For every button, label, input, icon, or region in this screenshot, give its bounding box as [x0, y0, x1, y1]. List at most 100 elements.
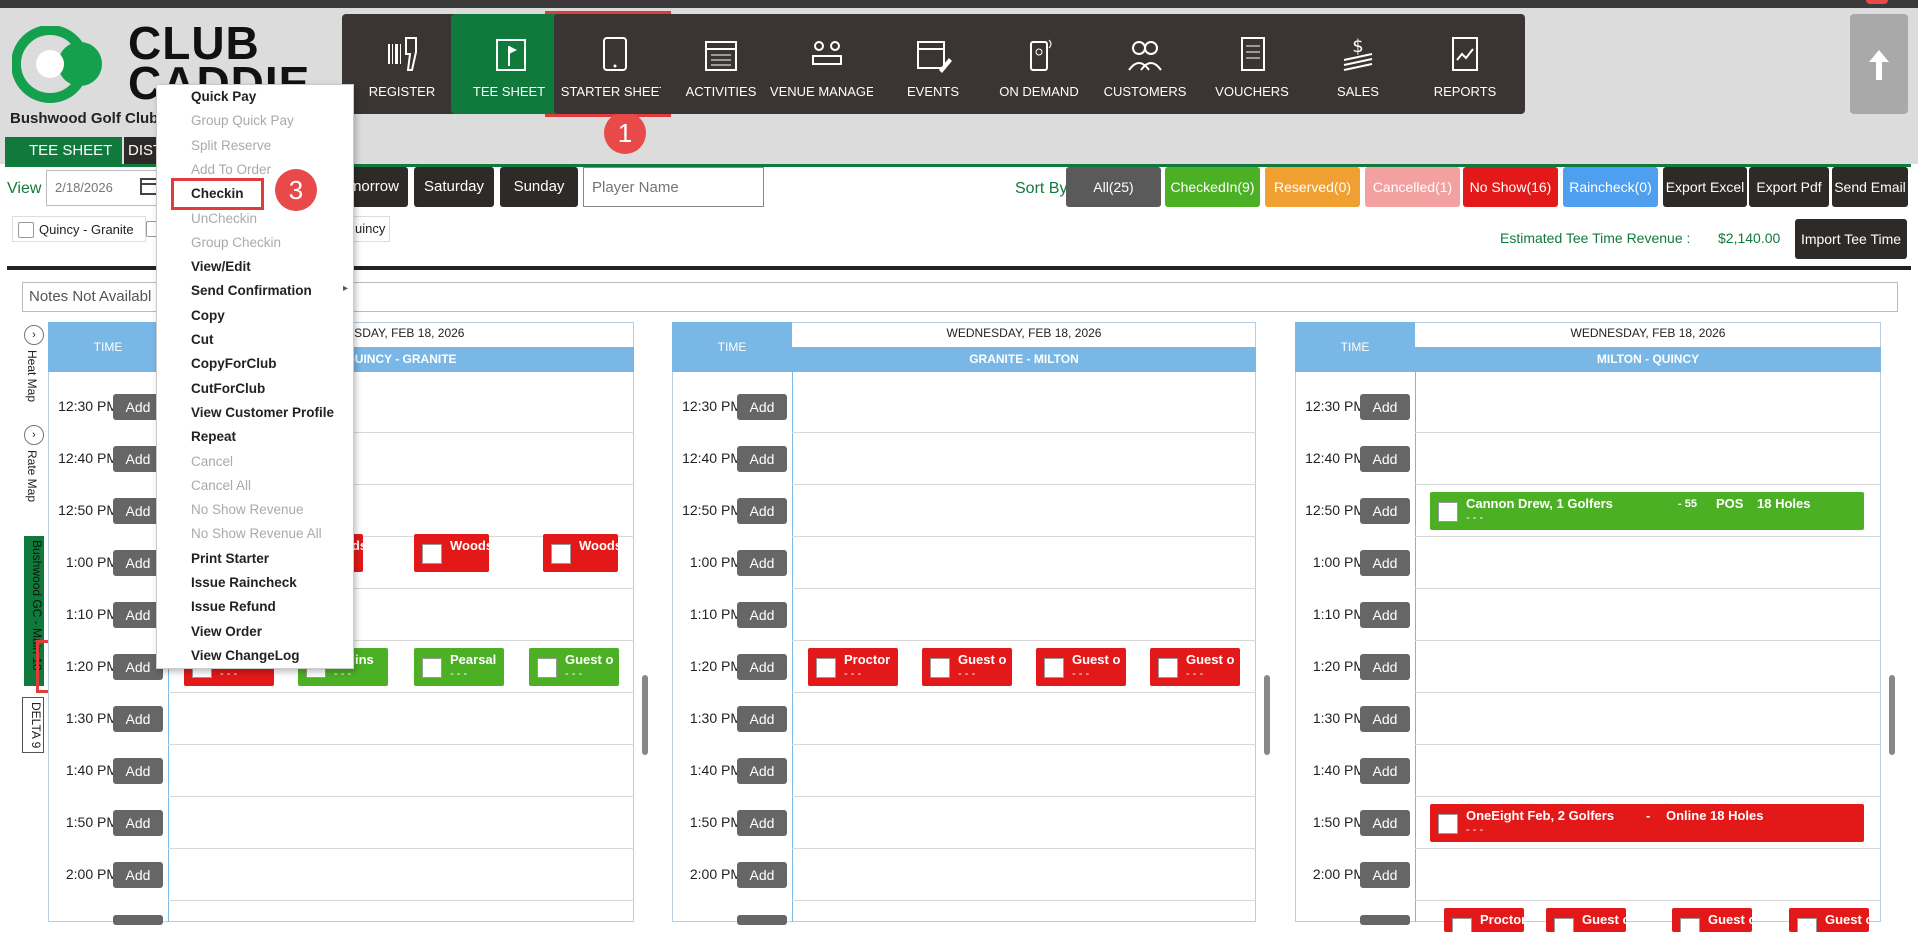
menu-item-view-edit[interactable]: View/Edit	[191, 259, 251, 275]
add-tee-time-button[interactable]: Add	[1360, 446, 1410, 472]
add-tee-time-button[interactable]: Add	[737, 810, 787, 836]
tomorrow-button[interactable]: norrow	[344, 167, 408, 207]
add-tee-time-button[interactable]: Add	[113, 498, 163, 524]
add-tee-time-button[interactable]: Add	[737, 446, 787, 472]
export-pdf-button[interactable]: Export Pdf	[1749, 167, 1829, 207]
import-tee-time-button[interactable]: Import Tee Time	[1795, 219, 1907, 259]
nav-activities-button[interactable]: ACTIVITIES	[661, 14, 781, 114]
menu-item-view-order[interactable]: View Order	[191, 623, 263, 639]
player-name-input[interactable]	[583, 167, 764, 207]
nav-tee-sheet-button[interactable]: TEE SHEET	[451, 14, 567, 114]
add-tee-time-button[interactable]: Add	[113, 446, 163, 472]
add-tee-time-button[interactable]: Add	[113, 758, 163, 784]
booking-checkbox[interactable]	[1158, 658, 1178, 678]
nav-events-button[interactable]: EVENTS	[873, 14, 993, 114]
add-tee-time-button[interactable]: Add	[737, 758, 787, 784]
add-tee-time-button[interactable]: Add	[737, 498, 787, 524]
tab-dist[interactable]: DIST	[124, 137, 162, 165]
add-tee-time-button[interactable]: Add	[1360, 810, 1410, 836]
notes-field[interactable]: Notes Not Availabl	[22, 282, 1898, 312]
add-tee-time-button[interactable]: Add	[737, 394, 787, 420]
nav-sales-button[interactable]: $ SALES	[1298, 14, 1418, 114]
booking-checkbox[interactable]	[422, 544, 442, 564]
add-tee-time-button[interactable]: Add	[113, 862, 163, 888]
sort-no show-button[interactable]: No Show(16)	[1463, 167, 1558, 207]
menu-item-quick-pay[interactable]: Quick Pay	[191, 89, 257, 104]
add-tee-time-button[interactable]: Add	[113, 810, 163, 836]
add-tee-time-button[interactable]: Add	[113, 394, 163, 420]
heat-map-toggle[interactable]: ›	[24, 325, 44, 345]
add-tee-time-button[interactable]: Add	[1360, 758, 1410, 784]
nav-customers-button[interactable]: CUSTOMERS	[1085, 14, 1205, 114]
menu-item-repeat[interactable]: Repeat	[191, 429, 237, 445]
booking-card[interactable]: Guest o	[1672, 908, 1752, 932]
menu-item-copy[interactable]: Copy	[191, 307, 225, 323]
booking-checkbox[interactable]	[1438, 814, 1458, 834]
booking-card[interactable]: Proctor - - -	[808, 648, 898, 686]
menu-item-copyforclub[interactable]: CopyForClub	[191, 356, 277, 372]
saturday-button[interactable]: Saturday	[414, 167, 494, 207]
add-tee-time-button[interactable]: Add	[737, 706, 787, 732]
add-tee-time-button[interactable]: Add	[113, 550, 163, 576]
filter-quincy-granite[interactable]: Quincy - Granite	[12, 216, 146, 242]
menu-item-issue-refund[interactable]: Issue Refund	[191, 599, 276, 615]
booking-card[interactable]: Guest o- - -	[529, 648, 619, 686]
booking-checkbox[interactable]	[537, 658, 557, 678]
add-tee-time-button[interactable]: Add	[1360, 550, 1410, 576]
scroll-top-button[interactable]	[1850, 14, 1908, 114]
sort-checkedin-button[interactable]: CheckedIn(9)	[1165, 167, 1260, 207]
menu-item-print-starter[interactable]: Print Starter	[191, 550, 270, 566]
add-tee-time-button[interactable]	[1360, 915, 1410, 925]
course-tab-main[interactable]: Bushwood GC - Main 18	[24, 536, 44, 686]
booking-checkbox[interactable]	[422, 658, 442, 678]
booking-card[interactable]: Proctor	[1444, 908, 1524, 932]
nav-vouchers-button[interactable]: VOUCHERS	[1192, 14, 1312, 114]
booking-card[interactable]: Guest o- - -	[922, 648, 1012, 686]
nav-register-button[interactable]: REGISTER	[342, 14, 462, 114]
add-tee-time-button[interactable]: Add	[1360, 654, 1410, 680]
add-tee-time-button[interactable]	[737, 915, 787, 925]
rate-map-label[interactable]: Rate Map	[25, 450, 39, 503]
booking-checkbox[interactable]	[1438, 502, 1458, 522]
booking-checkbox[interactable]	[816, 658, 836, 678]
booking-checkbox[interactable]	[930, 658, 950, 678]
add-tee-time-button[interactable]: Add	[113, 706, 163, 732]
booking-card[interactable]: Guest o- - -	[1036, 648, 1126, 686]
menu-item-view-customer-profile[interactable]: View Customer Profile	[191, 404, 335, 420]
booking-card[interactable]: Cannon Drew, 1 Golfers - 55 POS 18 Holes - -…	[1430, 492, 1864, 530]
add-tee-time-button[interactable]: Add	[1360, 602, 1410, 628]
booking-card[interactable]: Pearsal - - -	[414, 648, 504, 686]
booking-checkbox[interactable]	[1680, 918, 1700, 932]
scrollbar[interactable]	[1264, 675, 1270, 755]
scrollbar[interactable]	[1889, 675, 1895, 755]
booking-checkbox[interactable]	[1044, 658, 1064, 678]
sort-reserved-button[interactable]: Reserved(0)	[1265, 167, 1360, 207]
add-tee-time-button[interactable]: Add	[113, 602, 163, 628]
menu-item-send-confirmation[interactable]: Send Confirmation	[191, 283, 312, 299]
booking-card[interactable]: OneEight Feb, 2 Golfers - Online 18 Holes - …	[1430, 804, 1864, 842]
booking-card[interactable]: Guest o- - -	[1150, 648, 1240, 686]
add-tee-time-button[interactable]: Add	[1360, 862, 1410, 888]
sunday-button[interactable]: Sunday	[500, 167, 578, 207]
add-tee-time-button[interactable]: Add	[113, 654, 163, 680]
add-tee-time-button[interactable]: Add	[1360, 394, 1410, 420]
nav-reports-button[interactable]: REPORTS	[1405, 14, 1525, 114]
sort-raincheck-button[interactable]: Raincheck(0)	[1563, 167, 1658, 207]
menu-item-checkin[interactable]: Checkin	[191, 186, 244, 202]
add-tee-time-button[interactable]: Add	[737, 862, 787, 888]
add-tee-time-button[interactable]: Add	[1360, 498, 1410, 524]
menu-item-issue-raincheck[interactable]: Issue Raincheck	[191, 575, 297, 590]
add-tee-time-button[interactable]	[113, 915, 163, 925]
booking-checkbox[interactable]	[1554, 918, 1574, 932]
rate-map-toggle[interactable]: ›	[24, 425, 44, 445]
nav-starter-sheet-button[interactable]: STARTER SHEET	[554, 14, 674, 114]
menu-item-view-changelog[interactable]: View ChangeLog	[191, 647, 300, 663]
tab-tee-sheet[interactable]: TEE SHEET	[5, 137, 122, 165]
heat-map-label[interactable]: Heat Map	[25, 350, 39, 403]
menu-item-cutforclub[interactable]: CutForClub	[191, 380, 266, 396]
course-tab-delta[interactable]: DELTA 9	[22, 697, 44, 753]
booking-checkbox[interactable]	[1797, 918, 1817, 932]
booking-checkbox[interactable]	[551, 544, 571, 564]
nav-venue-manager-button[interactable]: VENUE MANAGER	[767, 14, 887, 114]
filter-milton-quincy[interactable]: uincy	[350, 216, 390, 242]
